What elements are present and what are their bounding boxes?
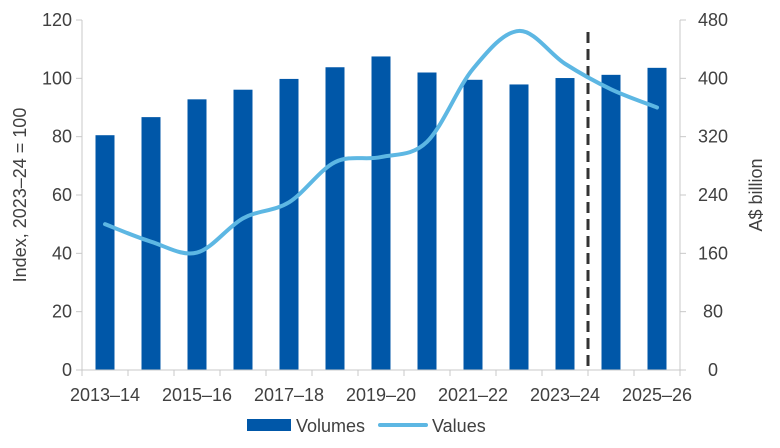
legend-values-label: Values: [432, 416, 486, 436]
x-tick-label: 2013–14: [70, 385, 140, 405]
y-left-tick-label: 80: [52, 127, 72, 147]
x-tick-label: 2017–18: [254, 385, 324, 405]
y-left-tick-label: 60: [52, 185, 72, 205]
bar-volumes-2017–18: [279, 78, 299, 371]
bar-volumes-2024–25: [601, 74, 621, 370]
bar-volumes-2018–19: [325, 67, 345, 370]
bar-volumes-2016–17: [233, 89, 253, 370]
y-left-tick-label: 40: [52, 243, 72, 263]
y-right-tick-label: 0: [708, 360, 718, 380]
y-left-tick-label: 20: [52, 302, 72, 322]
bar-volumes-2013–14: [95, 135, 115, 370]
y-axis-left-label: Index, 2023–24 = 100: [10, 108, 30, 283]
y-right-tick-label: 240: [698, 185, 728, 205]
x-tick-label: 2021–22: [438, 385, 508, 405]
y-left-tick-label: 0: [62, 360, 72, 380]
bar-volumes-2015–16: [187, 99, 207, 370]
bar-volumes-2020–21: [417, 72, 437, 370]
bar-volumes-2025–26: [647, 67, 667, 370]
x-tick-label: 2015–16: [162, 385, 232, 405]
y-right-tick-label: 80: [703, 302, 723, 322]
y-right-tick-label: 320: [698, 127, 728, 147]
y-right-tick-label: 160: [698, 243, 728, 263]
bar-volumes-2019–20: [371, 56, 391, 370]
ticks-group: 0 20 40 60 80 100 120 0 80 160 240 320 400 480 2013–14…: [42, 10, 728, 405]
y-right-tick-label: 400: [698, 68, 728, 88]
y-left-tick-label: 120: [42, 10, 72, 30]
y-left-tick-label: 100: [42, 68, 72, 88]
y-right-tick-label: 480: [698, 10, 728, 30]
bar-volumes-2021–22: [463, 79, 483, 371]
x-tick-label: 2023–24: [530, 385, 600, 405]
bars-group: [95, 56, 667, 371]
bar-volumes-2023–24: [555, 78, 575, 371]
x-tick-label: 2019–20: [346, 385, 416, 405]
y-axis-right-label: A$ billion: [746, 158, 766, 231]
x-tick-label: 2025–26: [622, 385, 692, 405]
values-series-line: [103, 28, 659, 256]
legend-volumes-label: Volumes: [296, 416, 365, 436]
legend-volumes-swatch: [247, 419, 291, 431]
bar-volumes-2022–23: [509, 84, 529, 370]
legend: Volumes Values: [247, 416, 486, 436]
